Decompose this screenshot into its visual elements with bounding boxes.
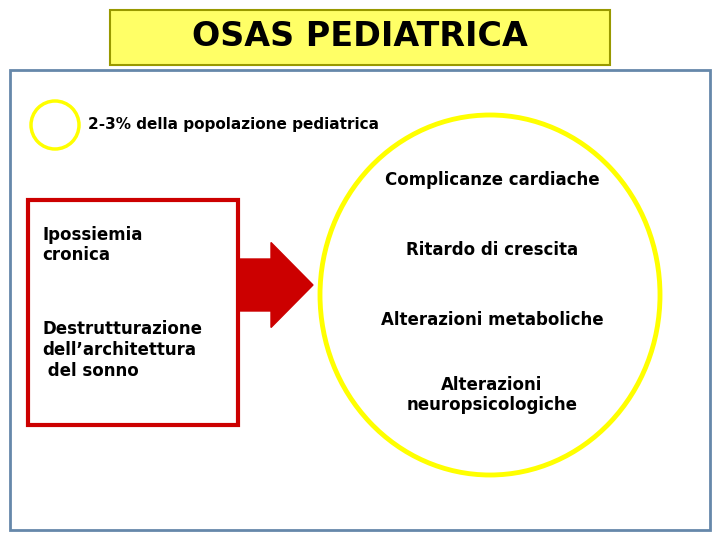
Circle shape [31, 101, 79, 149]
Text: Ritardo di crescita: Ritardo di crescita [406, 241, 578, 259]
Text: Ipossiemia
cronica: Ipossiemia cronica [42, 226, 143, 265]
Text: OSAS PEDIATRICA: OSAS PEDIATRICA [192, 21, 528, 53]
Bar [10, 70, 710, 530]
Text: Alterazioni
neuropsicologiche: Alterazioni neuropsicologiche [407, 376, 577, 414]
Bar [28, 200, 238, 425]
Text: Complicanze cardiache: Complicanze cardiache [384, 171, 599, 189]
Ellipse shape [320, 115, 660, 475]
Text: 2-3% della popolazione pediatrica: 2-3% della popolazione pediatrica [88, 118, 379, 132]
Text: Destrutturazione
dell’architettura
 del sonno: Destrutturazione dell’architettura del s… [42, 320, 202, 380]
FancyArrow shape [238, 242, 313, 327]
Bar [110, 10, 610, 65]
Text: Alterazioni metaboliche: Alterazioni metaboliche [381, 311, 603, 329]
